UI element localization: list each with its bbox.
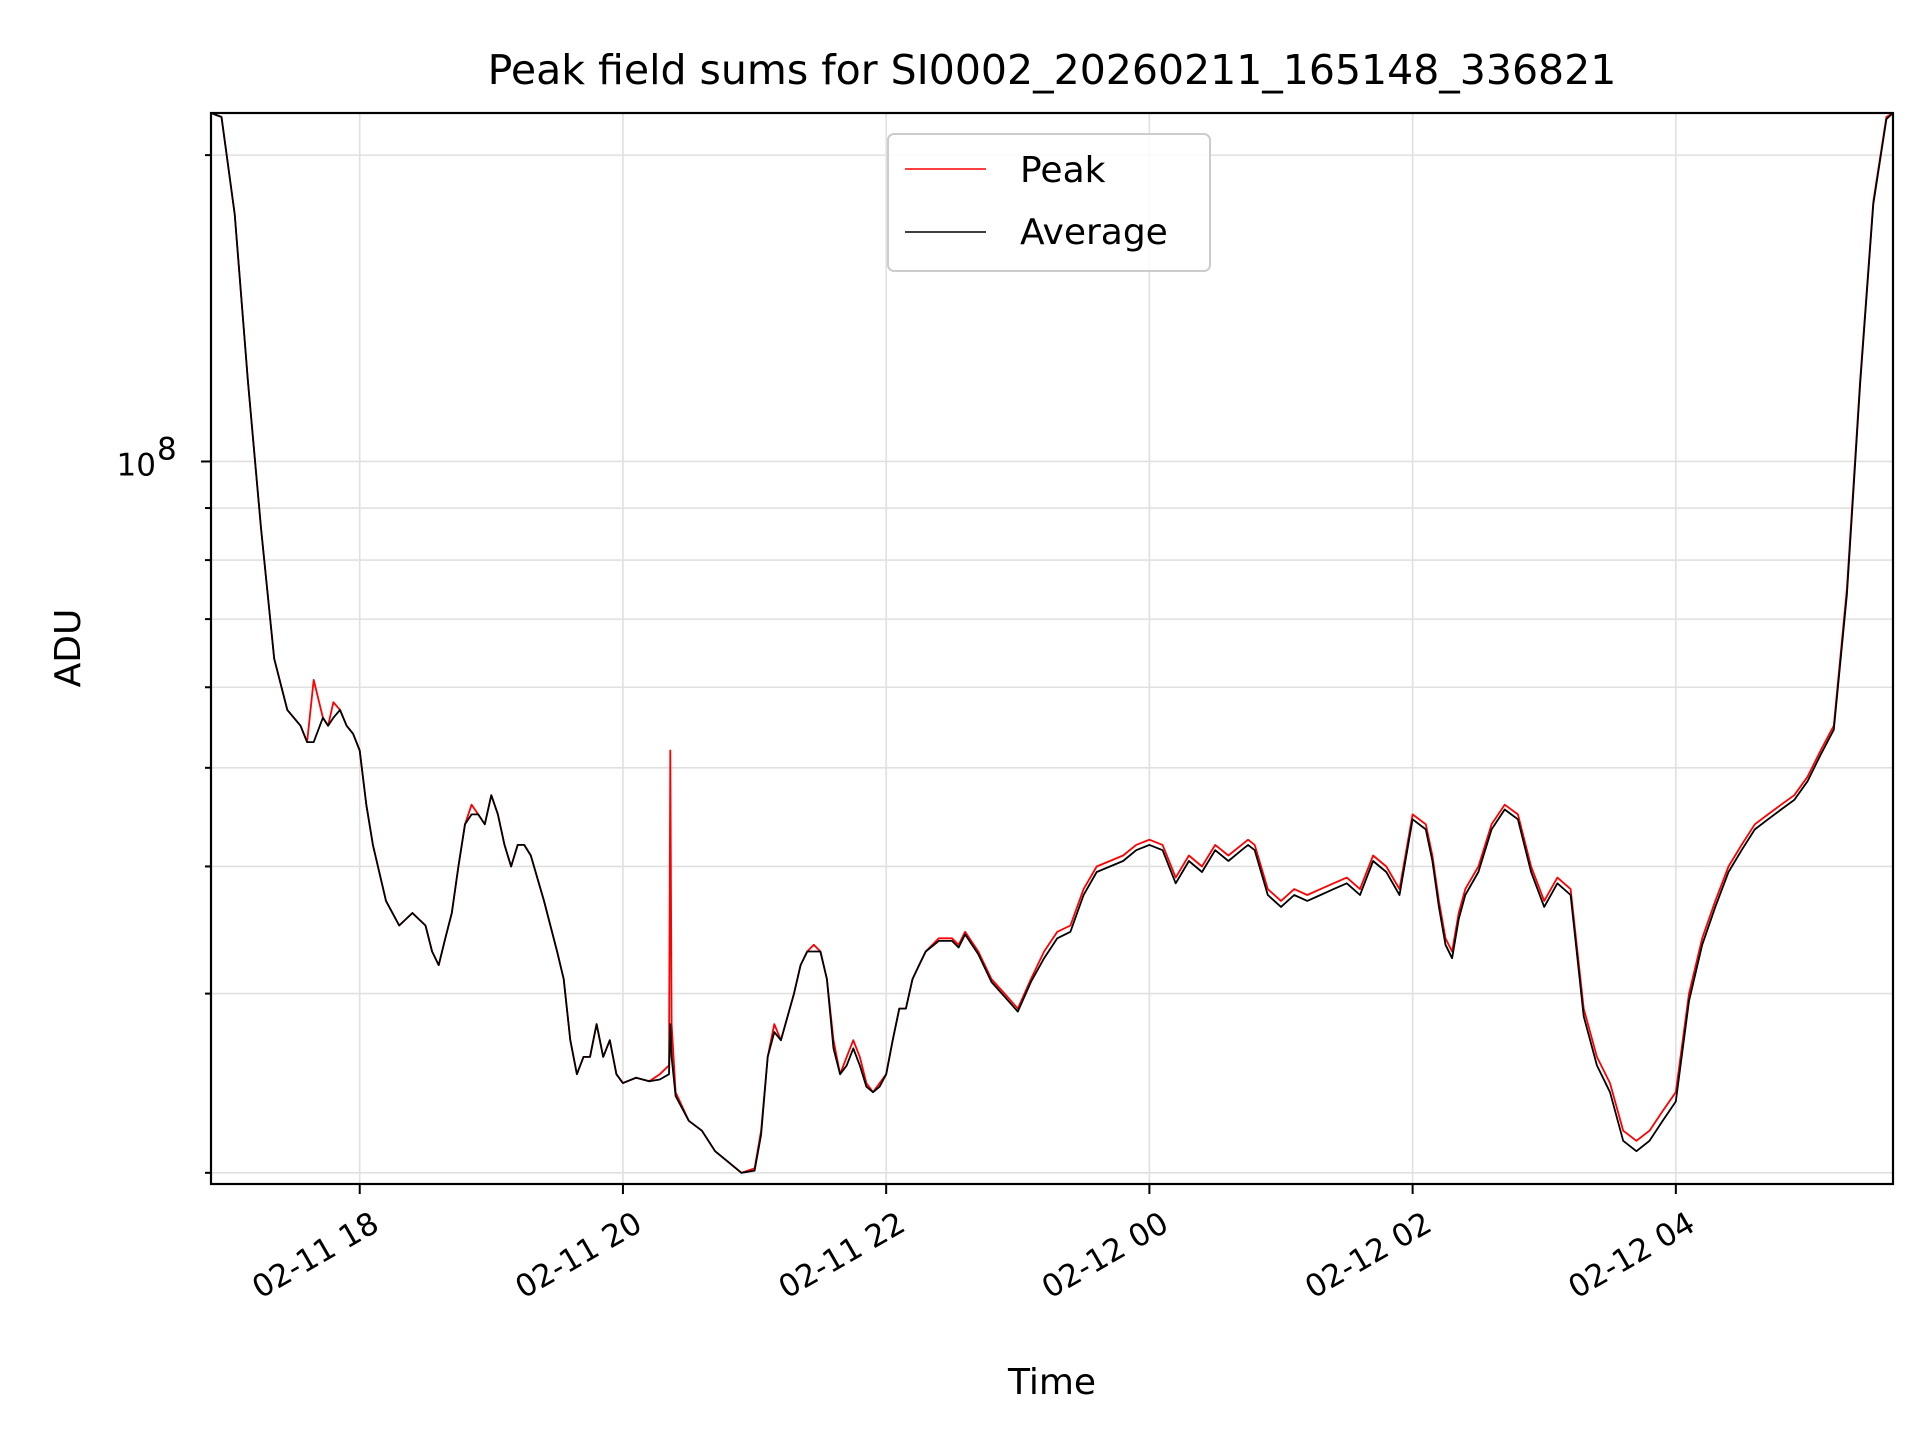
y-tick-label-base: 10 — [117, 447, 156, 483]
plot-lines — [210, 112, 1894, 1174]
legend-average-label: Average — [1020, 212, 1168, 253]
chart-title: Peak field sums for SI0002_20260211_1651… — [488, 46, 1617, 94]
plot-frame — [209, 111, 1895, 1186]
legend: Peak Average — [887, 133, 1211, 272]
y-tick-label-exponent: 8 — [157, 431, 177, 467]
grid-lines — [211, 113, 1893, 1184]
legend-peak-label: Peak — [1020, 150, 1106, 191]
y-axis-label: ADU — [48, 609, 89, 688]
series-line-average — [210, 112, 1894, 1174]
x-axis-label: Time — [1007, 1362, 1096, 1403]
